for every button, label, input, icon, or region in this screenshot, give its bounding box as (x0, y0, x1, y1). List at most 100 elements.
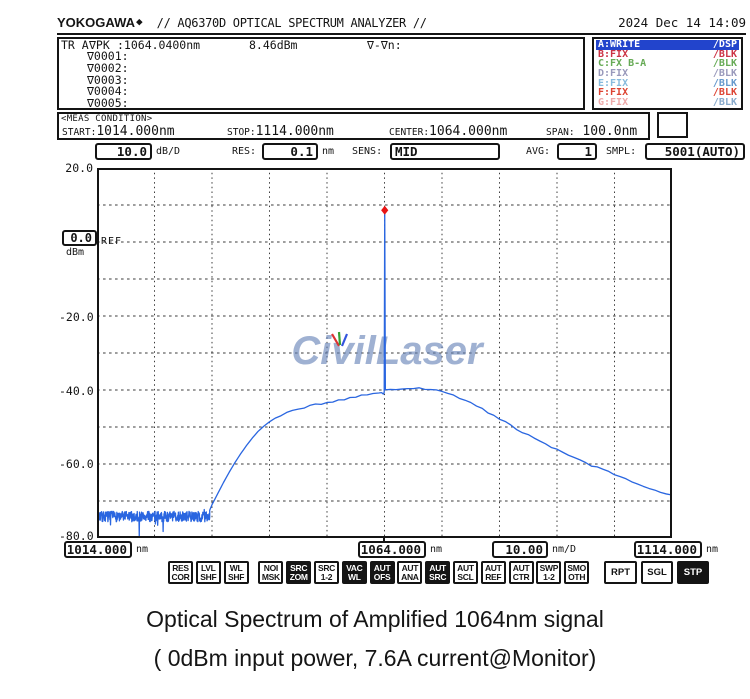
resolution-field[interactable]: 0.1 (262, 143, 318, 160)
meas-center: CENTER: 1064.000nm (389, 124, 508, 139)
peak-wavelength: :1064.0400nm (117, 38, 201, 52)
y-tick-m60: -60.0 (59, 457, 94, 471)
trace-label: F:FIX (598, 87, 629, 99)
softkey-aut-ref[interactable]: AUT REF (480, 561, 506, 584)
spectrum-plot: CivilLaser (97, 168, 672, 538)
softkey-swp-12[interactable]: SWP 1-2 (536, 561, 562, 584)
softkey-noi-msk[interactable]: NOI MSK (258, 561, 284, 584)
trace-label: B:FIX (598, 48, 629, 60)
softkey-aut-ctr[interactable]: AUT CTR (508, 561, 534, 584)
marker-info-panel: TR A ∇PK :1064.0400nm 8.46dBm ∇-∇n: ∇000… (57, 37, 585, 110)
sens-label: SENS: (352, 146, 383, 157)
res-label: RES: (232, 146, 257, 157)
trace-mode: /BLK (712, 87, 737, 99)
trace-item-b[interactable]: B:FIX /BLK (596, 48, 739, 60)
softkey-row: RES COR LVL SHF WL SHF NOI MSK SRC ZOM SRC 1-2… (168, 561, 590, 584)
y-tick-m80: -80.0 (59, 529, 94, 543)
x-scale-field[interactable]: 10.00 (492, 541, 548, 558)
softkey-aut-scl[interactable]: AUT SCL (452, 561, 478, 584)
marker-row: ∇0002: (87, 60, 129, 75)
softkey-res-cor[interactable]: RES COR (168, 561, 193, 584)
trace-label: TR A (61, 38, 89, 52)
softkey-wl-shf[interactable]: WL SHF (223, 561, 249, 584)
caption-line2: ( 0dBm input power, 7.6A current@Monitor… (153, 645, 597, 671)
watermark-fan-icon (331, 333, 340, 347)
center-unit: nm (430, 544, 443, 555)
meas-condition-title: <MEAS CONDITION> (61, 114, 153, 124)
single-sweep-button[interactable]: SGL (641, 561, 673, 584)
trace-label: G:FIX (598, 97, 629, 109)
caption: Optical Spectrum of Amplified 1064nm sig… (0, 600, 750, 678)
softkey-src-12[interactable]: SRC 1-2 (313, 561, 339, 584)
trace-menu: A:WRITE /DSP B:FIX /BLK C:FX B-A /BLK D:… (592, 37, 743, 110)
softkey-lvl-shf[interactable]: LVL SHF (195, 561, 221, 584)
softkey-aut-ana[interactable]: AUT ANA (397, 561, 423, 584)
peak-power: 8.46dBm (249, 38, 298, 52)
meas-span: SPAN: 100.0nm (546, 124, 638, 139)
repeat-sweep-button[interactable]: RPT (604, 561, 637, 584)
watermark-text: CivilLaser (291, 329, 485, 373)
sensitivity-field[interactable]: MID (390, 143, 500, 160)
stop-wavelength-field[interactable]: 1114.000 (634, 541, 702, 558)
marker-row: ∇0005: (87, 96, 129, 111)
res-unit: nm (322, 146, 335, 157)
status-box (657, 112, 688, 138)
center-wavelength-field[interactable]: 1064.000 (358, 541, 426, 558)
average-field[interactable]: 1 (557, 143, 597, 160)
softkey-vac-wl[interactable]: VAC WL (341, 561, 367, 584)
trace-mode: /BLK (712, 97, 737, 109)
start-unit: nm (136, 544, 149, 555)
peak-marker-icon (381, 205, 389, 215)
trace-label: D:FIX (598, 68, 629, 80)
trace-item-g[interactable]: G:FIX /BLK (596, 98, 739, 108)
softkey-aut-src[interactable]: AUT SRC (425, 561, 451, 584)
watermark-fan-icon (337, 331, 342, 346)
start-wavelength-field[interactable]: 1014.000 (64, 541, 132, 558)
avg-label: AVG: (526, 146, 551, 157)
trace-item-c[interactable]: C:FX B-A /BLK (596, 59, 739, 69)
trace-mode: /BLK (712, 77, 737, 89)
y-tick-m40: -40.0 (59, 384, 94, 398)
trace-label: E:FIX (598, 77, 629, 89)
brand-logo: YOKOGAWA (57, 15, 136, 30)
trace-mode: /BLK (712, 68, 737, 80)
stop-sweep-button[interactable]: STP (677, 561, 709, 584)
softkey-aut-ofs[interactable]: AUT OFS (369, 561, 395, 584)
marker-row: ∇0004: (87, 84, 129, 99)
trace-label: A:WRITE (598, 39, 641, 50)
smpl-label: SMPL: (606, 146, 637, 157)
watermark-fan-icon (340, 333, 349, 347)
x-scale-unit: nm/D (552, 544, 577, 555)
y-tick-20: 20.0 (65, 161, 93, 175)
stop-unit: nm (706, 544, 719, 555)
datetime: 2024 Dec 14 14:09 (618, 15, 746, 30)
trace-mode: /BLK (712, 48, 737, 60)
marker-row: ∇0003: (87, 72, 129, 87)
trace-item-a[interactable]: A:WRITE /DSP (596, 40, 739, 50)
marker-row: ∇0001: (87, 49, 129, 63)
peak-label: ∇PK (89, 38, 110, 52)
trace-item-f[interactable]: F:FIX /BLK (596, 88, 739, 98)
y-tick-m20: -20.0 (59, 310, 94, 324)
trace-mode: /BLK (712, 58, 737, 70)
softkey-smo-oth[interactable]: SMO OTH (564, 561, 590, 584)
trace-item-d[interactable]: D:FIX /BLK (596, 69, 739, 79)
meas-start: START: 1014.000nm (62, 124, 175, 139)
trace-item-e[interactable]: E:FIX /BLK (596, 77, 739, 89)
brand-diamond-icon: ◆ (136, 15, 143, 28)
y-axis-unit: dBm (66, 247, 85, 258)
trace-mode: /DSP (712, 39, 737, 50)
header-bar: YOKOGAWA ◆ // AQ6370D OPTICAL SPECTRUM A… (57, 15, 746, 35)
trace-label: C:FX B-A (598, 58, 647, 70)
softkey-src-zom[interactable]: SRC ZOM (286, 561, 312, 584)
meas-condition-panel: <MEAS CONDITION> START: 1014.000nm STOP:… (57, 112, 650, 140)
ref-level-field[interactable]: 0.0 (62, 230, 97, 246)
center-axis-tick (383, 538, 385, 543)
ref-line-label: REF (101, 236, 123, 247)
spectrum-trace (97, 210, 672, 537)
level-scale-field[interactable]: 10.0 (95, 143, 152, 160)
meas-stop: STOP: 1114.000nm (227, 124, 334, 139)
caption-line1: Optical Spectrum of Amplified 1064nm sig… (146, 606, 604, 632)
sampling-field[interactable]: 5001(AUTO) (645, 143, 745, 160)
